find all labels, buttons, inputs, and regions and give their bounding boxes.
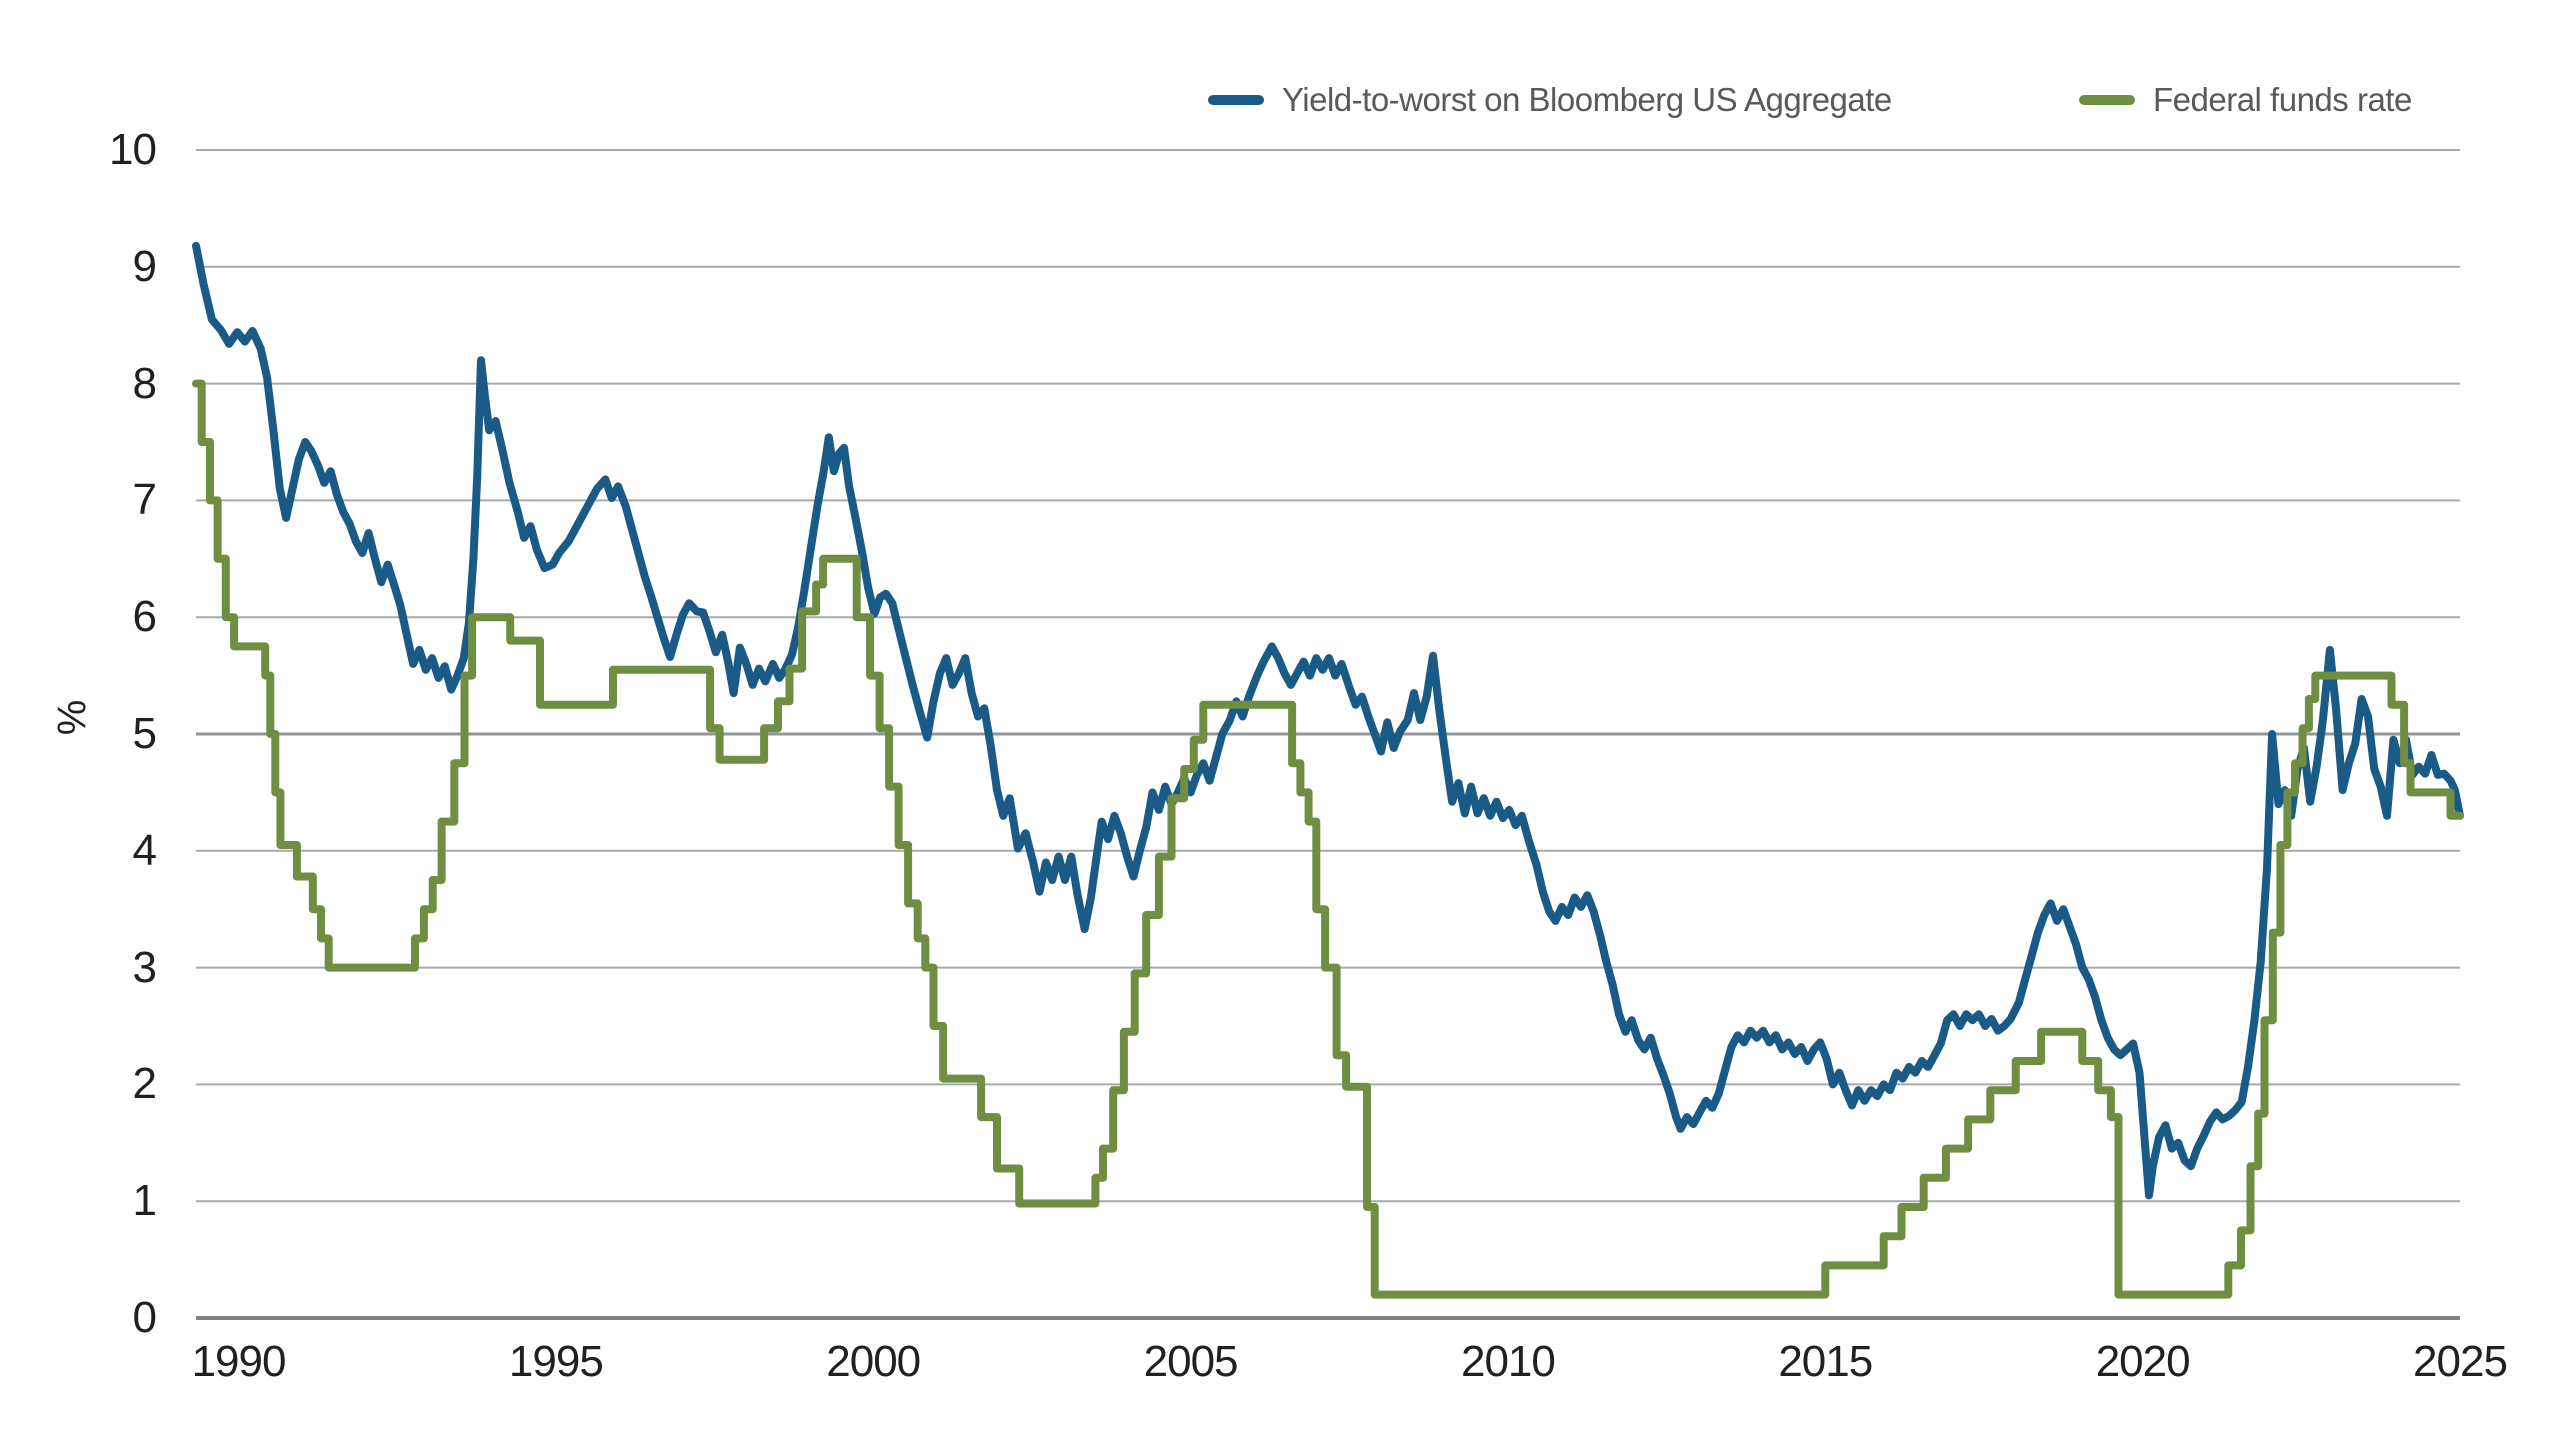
x-tick-label-2020: 2020 <box>2095 1337 2191 1386</box>
legend-label-federal-funds-rate: Federal funds rate <box>2153 81 2412 118</box>
x-tick-label-1995: 1995 <box>508 1337 604 1386</box>
y-tick-label-2: 2 <box>132 1059 157 1109</box>
x-tick-label-2015: 2015 <box>1778 1337 1873 1386</box>
y-tick-label-9: 9 <box>132 241 157 291</box>
legend-item-federal-funds-rate: Federal funds rate <box>2079 78 2412 122</box>
chart-legend: Yield-to-worst on Bloomberg US Aggregate… <box>0 78 2560 138</box>
y-tick-label-6: 6 <box>132 592 157 642</box>
y-tick-label-8: 8 <box>132 358 157 408</box>
series-line-yield-to-worst <box>192 241 2464 1200</box>
y-tick-label-10: 10 <box>109 125 157 174</box>
y-tick-label-3: 3 <box>132 942 157 992</box>
y-tick-label-1: 1 <box>132 1176 157 1226</box>
y-tick-label-0: 0 <box>132 1293 157 1342</box>
y-tick-label-7: 7 <box>132 475 157 525</box>
y-tick-label-5: 5 <box>132 709 157 758</box>
legend-swatch-federal-funds-rate <box>2079 95 2135 105</box>
legend-item-yield-to-worst: Yield-to-worst on Bloomberg US Aggregate <box>1208 78 1892 122</box>
legend-swatch-yield-to-worst <box>1208 95 1264 105</box>
y-tick-label-4: 4 <box>132 825 157 875</box>
x-tick-label-2000: 2000 <box>826 1337 921 1386</box>
legend-label-yield-to-worst: Yield-to-worst on Bloomberg US Aggregate <box>1282 81 1892 118</box>
x-tick-label-2025: 2025 <box>2413 1337 2508 1386</box>
y-axis-title: % <box>50 699 95 736</box>
series-line-federal-funds-rate <box>192 379 2464 1299</box>
x-tick-label-2005: 2005 <box>1143 1337 1239 1386</box>
x-tick-label-2010: 2010 <box>1460 1337 1556 1386</box>
x-tick-label-1990: 1990 <box>191 1337 287 1386</box>
